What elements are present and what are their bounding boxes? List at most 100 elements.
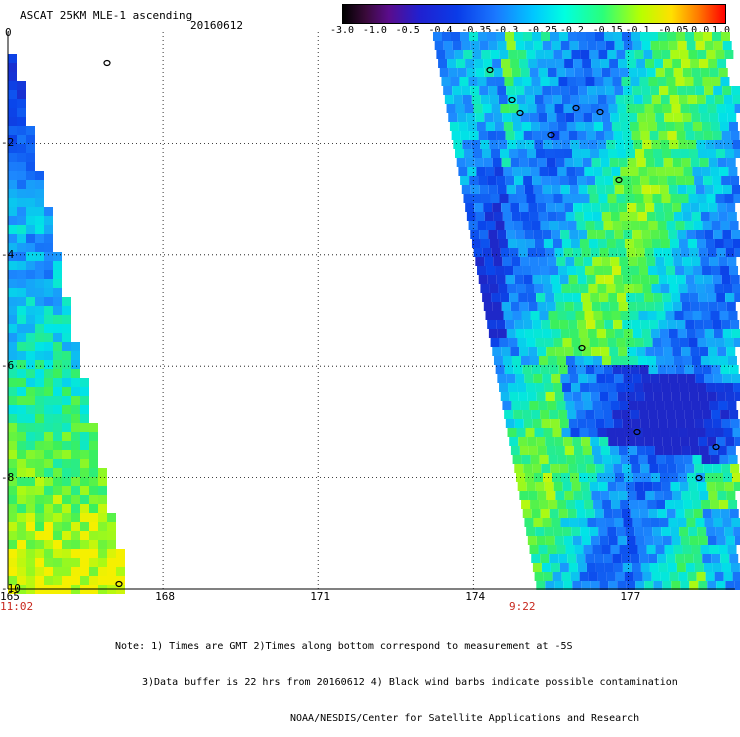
swath-cell xyxy=(552,239,562,248)
swath-cell xyxy=(668,185,678,194)
swath-cell xyxy=(700,113,710,122)
swath-cell xyxy=(8,567,17,576)
swath-cell xyxy=(62,522,71,531)
swath-cell xyxy=(570,140,580,149)
swath-cell xyxy=(554,293,564,302)
swath-cell xyxy=(26,342,35,351)
swath-cell xyxy=(62,468,71,477)
swath-cell xyxy=(641,41,651,50)
swath-cell xyxy=(590,248,600,257)
swath-cell xyxy=(35,261,44,270)
swath-cell xyxy=(615,572,625,581)
swath-cell xyxy=(535,482,545,491)
swath-cell xyxy=(527,536,537,545)
swath-cell xyxy=(556,545,566,554)
swath-cell xyxy=(607,383,617,392)
swath-cell xyxy=(618,446,628,455)
swath-cell xyxy=(26,306,35,315)
swath-cell xyxy=(453,95,463,104)
swath-cell xyxy=(508,50,518,59)
swath-cell xyxy=(630,266,640,275)
swath-cell xyxy=(516,95,526,104)
swath-cell xyxy=(660,239,670,248)
swath-cell xyxy=(8,72,17,81)
swath-cell xyxy=(626,581,636,590)
swath-cell xyxy=(17,117,26,126)
swath-cell xyxy=(536,149,546,158)
swath-cell xyxy=(625,194,635,203)
swath-cell xyxy=(560,230,570,239)
swath-cell xyxy=(600,302,610,311)
swath-cell xyxy=(675,266,685,275)
swath-cell xyxy=(631,131,641,140)
swath-cell xyxy=(703,131,713,140)
swath-cell xyxy=(44,486,53,495)
swath-cell xyxy=(512,122,522,131)
swath-cell xyxy=(504,365,514,374)
swath-cell xyxy=(722,41,732,50)
swath-cell xyxy=(514,176,524,185)
swath-cell xyxy=(44,432,53,441)
swath-cell xyxy=(698,437,708,446)
swath-cell xyxy=(611,500,621,509)
x-tick-label: 171 xyxy=(310,590,331,603)
swath-cell xyxy=(633,572,643,581)
swath-cell xyxy=(529,401,539,410)
swath-cell xyxy=(731,230,740,239)
swath-cell xyxy=(26,540,35,549)
swath-cell xyxy=(505,320,515,329)
swath-cell xyxy=(617,149,627,158)
swath-cell xyxy=(26,513,35,522)
swath-cell xyxy=(436,50,446,59)
swath-cell xyxy=(8,423,17,432)
swath-cell xyxy=(514,320,524,329)
swath-cell xyxy=(695,518,705,527)
swath-cell xyxy=(601,545,611,554)
swath-cell xyxy=(603,365,613,374)
swath-cell xyxy=(734,536,740,545)
swath-cell xyxy=(473,104,483,113)
swath-cell xyxy=(645,59,655,68)
swath-cell xyxy=(581,293,591,302)
swath-cell xyxy=(724,482,734,491)
swath-cell xyxy=(544,527,554,536)
swath-cell xyxy=(503,122,513,131)
swath-cell xyxy=(632,329,642,338)
swath-cell xyxy=(652,194,662,203)
swath-cell xyxy=(494,122,504,131)
swath-cell xyxy=(549,266,559,275)
swath-cell xyxy=(635,437,645,446)
swath-cell xyxy=(682,257,692,266)
swath-cell xyxy=(44,576,53,585)
swath-cell xyxy=(514,419,524,428)
swath-cell xyxy=(17,531,26,540)
swath-cell xyxy=(569,185,579,194)
swath-cell xyxy=(592,113,602,122)
swath-cell xyxy=(641,473,651,482)
swath-cell xyxy=(512,455,522,464)
swath-cell xyxy=(89,576,98,585)
swath-cell xyxy=(645,446,655,455)
swath-cell xyxy=(525,140,535,149)
swath-cell xyxy=(661,527,671,536)
swath-cell xyxy=(603,221,613,230)
swath-cell xyxy=(35,351,44,360)
swath-cell xyxy=(648,509,658,518)
swath-cell xyxy=(618,158,628,167)
swath-cell xyxy=(671,392,681,401)
swath-cell xyxy=(570,572,580,581)
swath-cell xyxy=(490,194,500,203)
swath-cell xyxy=(107,531,116,540)
swath-cell xyxy=(649,131,659,140)
swath-cell xyxy=(116,567,125,576)
swath-cell xyxy=(701,122,711,131)
swath-cell xyxy=(646,356,656,365)
swath-cell xyxy=(559,563,569,572)
swath-cell xyxy=(542,86,552,95)
swath-cell xyxy=(98,477,107,486)
swath-cell xyxy=(727,212,737,221)
swath-cell xyxy=(573,491,583,500)
swath-cell xyxy=(644,437,654,446)
date-label: 20160612 xyxy=(190,19,243,32)
swath-cell xyxy=(729,554,739,563)
